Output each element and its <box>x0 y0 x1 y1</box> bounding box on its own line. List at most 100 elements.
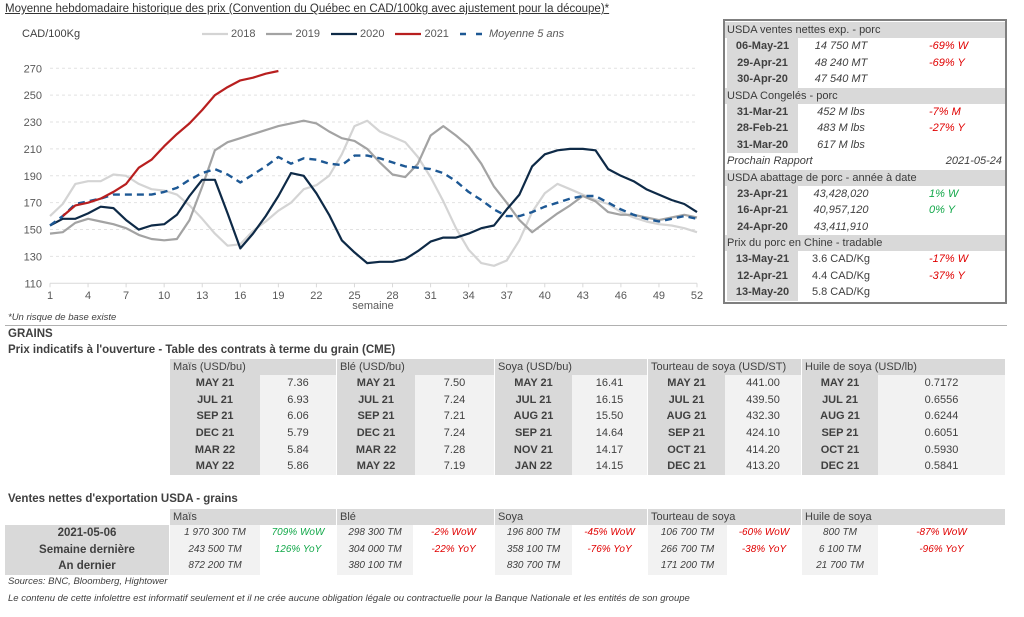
indicator-section: USDA Congelés - porc 31-Mar-21 452 M lbs -7… <box>725 87 1005 153</box>
section-header: Prix du porc en Chine - tradable <box>725 235 1005 251</box>
contract-month: AUG 21 <box>802 408 878 426</box>
contract-month: SEP 21 <box>648 425 725 442</box>
contract-row: MAY 21 7.36 <box>170 375 336 392</box>
y-tick-label: 210 <box>24 144 42 156</box>
x-tick-label: 37 <box>501 290 513 302</box>
series-line-2019 <box>49 119 698 242</box>
indicator-row: 28-Feb-21 483 M lbs -27% Y <box>725 120 1005 137</box>
legend-item-2019: 2019 <box>266 28 320 40</box>
contract-row: MAY 21 441.00 <box>648 375 801 392</box>
x-tick-label: 13 <box>196 290 208 302</box>
y-tick-label: 170 <box>24 198 42 210</box>
section-header: USDA ventes nettes exp. - porc <box>725 22 1005 38</box>
legend-label: 2020 <box>359 28 385 40</box>
contract-month: AUG 21 <box>648 408 725 426</box>
group-header: Blé <box>337 509 494 525</box>
contract-row: DEC 21 0.5841 <box>802 458 1005 476</box>
contract-month: JUL 21 <box>170 391 260 409</box>
value-cell: 48 240 MT <box>814 56 868 69</box>
export-row: 106 700 TM -60% WoW <box>648 525 801 542</box>
contract-month: DEC 21 <box>170 425 260 442</box>
grains-section-label: GRAINS <box>8 328 53 340</box>
contract-price: 14.64 <box>595 427 624 440</box>
export-change <box>878 558 1005 575</box>
x-tick-label: 10 <box>158 290 170 302</box>
date-cell: 31-Mar-21 <box>727 103 798 120</box>
contract-price: 6.93 <box>287 393 309 406</box>
date-cell: 12-Apr-21 <box>727 267 798 284</box>
group-header: Soya (USD/bu) <box>495 359 647 375</box>
contract-row: AUG 21 0.6244 <box>802 408 1005 426</box>
contract-row: MAR 22 7.28 <box>337 441 494 459</box>
group-header: Maïs <box>170 509 336 525</box>
export-change <box>727 558 801 575</box>
change-cell: -7% M <box>929 105 961 118</box>
legend-item-2018: 2018 <box>202 28 255 40</box>
contract-row: MAY 21 7.50 <box>337 375 494 392</box>
export-volume: 358 100 TM <box>495 541 572 559</box>
contract-month: DEC 21 <box>648 458 725 476</box>
contract-month: JUL 21 <box>802 391 878 409</box>
date-cell: 30-Apr-20 <box>727 71 798 88</box>
y-tick-label: 270 <box>24 63 42 75</box>
export-change: -87% WoW <box>916 527 967 538</box>
contract-price: 441.00 <box>746 377 780 389</box>
contract-month: MAY 22 <box>170 458 260 476</box>
contract-month: MAY 21 <box>170 375 260 392</box>
contract-price: 424.10 <box>746 427 780 440</box>
export-volume: 1 970 300 TM <box>170 525 260 542</box>
export-row: 171 200 TM <box>648 558 801 576</box>
legend-swatch-2020 <box>330 32 357 36</box>
contract-price: 16.41 <box>595 377 624 389</box>
contract-row: JUL 21 7.24 <box>337 391 494 409</box>
value-cell: 43,428,020 <box>813 187 869 200</box>
contract-price: 5.86 <box>287 460 309 473</box>
contract-month: SEP 21 <box>337 408 415 426</box>
next-report-row: Prochain Rapport 2021-05-24 <box>725 153 1005 170</box>
section-header: USDA abattage de porc - année à date <box>725 169 1005 186</box>
next-report-date: 2021-05-24 <box>945 155 1002 167</box>
value-cell: 483 M lbs <box>817 122 865 134</box>
contract-price: 7.50 <box>443 377 466 389</box>
date-cell: 13-May-21 <box>727 251 798 268</box>
chart-title: Moyenne hebdomadaire historique des prix… <box>5 3 610 15</box>
contract-price: 0.6556 <box>924 393 959 406</box>
contract-price: 5.84 <box>287 443 309 456</box>
export-row: 380 100 TM <box>337 558 494 576</box>
indicator-row: 31-Mar-20 617 M lbs <box>725 136 1005 153</box>
export-change <box>413 558 494 575</box>
legend-swatch-2019 <box>266 32 293 36</box>
export-row: 1 970 300 TM 709% WoW <box>170 525 336 542</box>
indicator-row: 13-May-20 5.8 CAD/Kg <box>725 284 1005 301</box>
contract-row: DEC 21 7.24 <box>337 425 494 442</box>
value-cell: 43,411,910 <box>813 220 869 233</box>
contract-row: JUL 21 16.15 <box>495 391 647 409</box>
export-volume: 830 700 TM <box>495 558 572 576</box>
series-line-2020 <box>49 147 698 265</box>
x-tick-label: 43 <box>577 290 589 302</box>
export-volume: 196 800 TM <box>495 525 572 542</box>
export-volume: 380 100 TM <box>337 558 413 576</box>
contract-month: MAR 22 <box>170 441 260 459</box>
export-change: -2% WoW <box>431 527 476 538</box>
contract-row: MAY 21 16.41 <box>495 375 647 392</box>
contract-row: OCT 21 0.5930 <box>802 441 1005 459</box>
contract-price: 7.19 <box>443 460 466 473</box>
change-cell <box>884 284 929 301</box>
export-row: 358 100 TM -76% YoY <box>495 541 647 559</box>
y-axis-unit-label: CAD/100Kg <box>22 28 81 40</box>
export-row: 266 700 TM -38% YoY <box>648 541 801 559</box>
export-group: Tourteau de soya 106 700 TM -60% WoW 266 70… <box>648 509 801 576</box>
export-volume: 6 100 TM <box>802 541 878 559</box>
contract-price: 7.36 <box>287 377 309 389</box>
change-cell: -27% Y <box>929 122 965 134</box>
x-tick-label: 31 <box>424 290 436 302</box>
contract-month: SEP 21 <box>170 408 260 426</box>
contract-price: 0.5841 <box>924 460 959 473</box>
contract-month: MAR 22 <box>337 441 415 459</box>
legend-swatch-2021 <box>395 32 422 36</box>
contract-month: SEP 21 <box>495 425 572 442</box>
y-tick-label: 190 <box>24 171 42 183</box>
value-cell: 47 540 MT <box>814 73 868 85</box>
indicator-row: 06-May-21 14 750 MT -69% W <box>725 38 1005 55</box>
